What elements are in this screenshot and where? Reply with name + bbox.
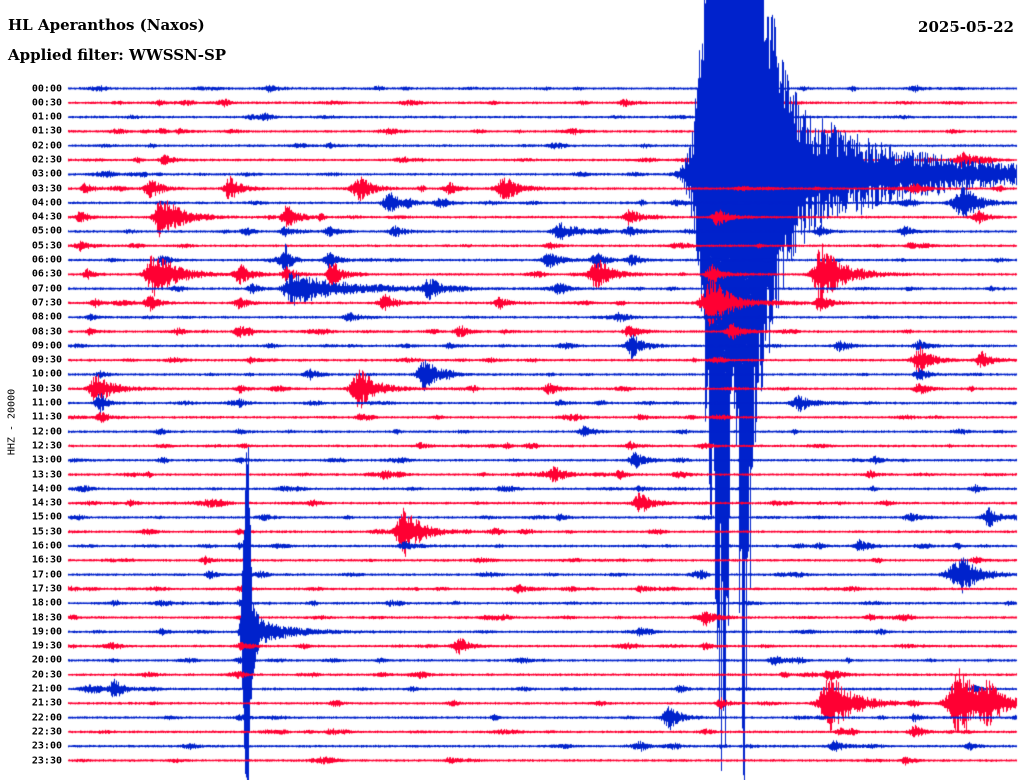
channel-scale-label: HHZ - 20000 — [6, 388, 18, 456]
applied-filter-label: Applied filter: WWSSN-SP — [8, 46, 227, 64]
station-title: HL Aperanthos (Naxos) — [8, 16, 205, 34]
date-label: 2025-05-22 — [918, 18, 1014, 36]
